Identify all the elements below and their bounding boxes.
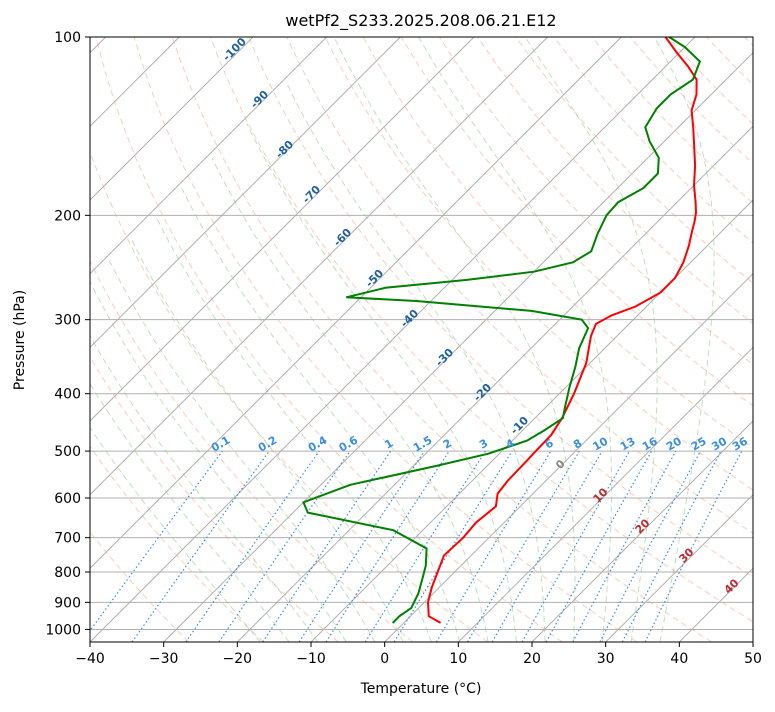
y-tick-label: 400 bbox=[54, 387, 81, 403]
x-tick-label: −30 bbox=[149, 651, 179, 667]
x-axis-label: Temperature (°C) bbox=[360, 681, 482, 697]
x-tick-label: −20 bbox=[223, 651, 253, 667]
y-axis-label: Pressure (hPa) bbox=[12, 290, 28, 390]
x-tick-label: 30 bbox=[597, 651, 615, 667]
y-tick-label: 500 bbox=[54, 444, 81, 460]
x-tick-label: −10 bbox=[296, 651, 326, 667]
y-tick-label: 200 bbox=[54, 208, 81, 224]
x-tick-label: 50 bbox=[744, 651, 762, 667]
x-tick-label: 40 bbox=[670, 651, 688, 667]
y-tick-label: 900 bbox=[54, 595, 81, 611]
x-tick-label: −40 bbox=[75, 651, 105, 667]
chart-title: wetPf2_S233.2025.208.06.21.E12 bbox=[285, 11, 556, 31]
y-tick-label: 800 bbox=[54, 565, 81, 581]
y-tick-label: 600 bbox=[54, 491, 81, 507]
x-tick-label: 20 bbox=[523, 651, 541, 667]
y-tick-label: 700 bbox=[54, 531, 81, 547]
x-tick-label: 0 bbox=[380, 651, 389, 667]
y-tick-label: 1000 bbox=[45, 622, 81, 638]
y-tick-label: 100 bbox=[54, 30, 81, 46]
y-tick-label: 300 bbox=[54, 313, 81, 329]
x-tick-label: 10 bbox=[449, 651, 467, 667]
